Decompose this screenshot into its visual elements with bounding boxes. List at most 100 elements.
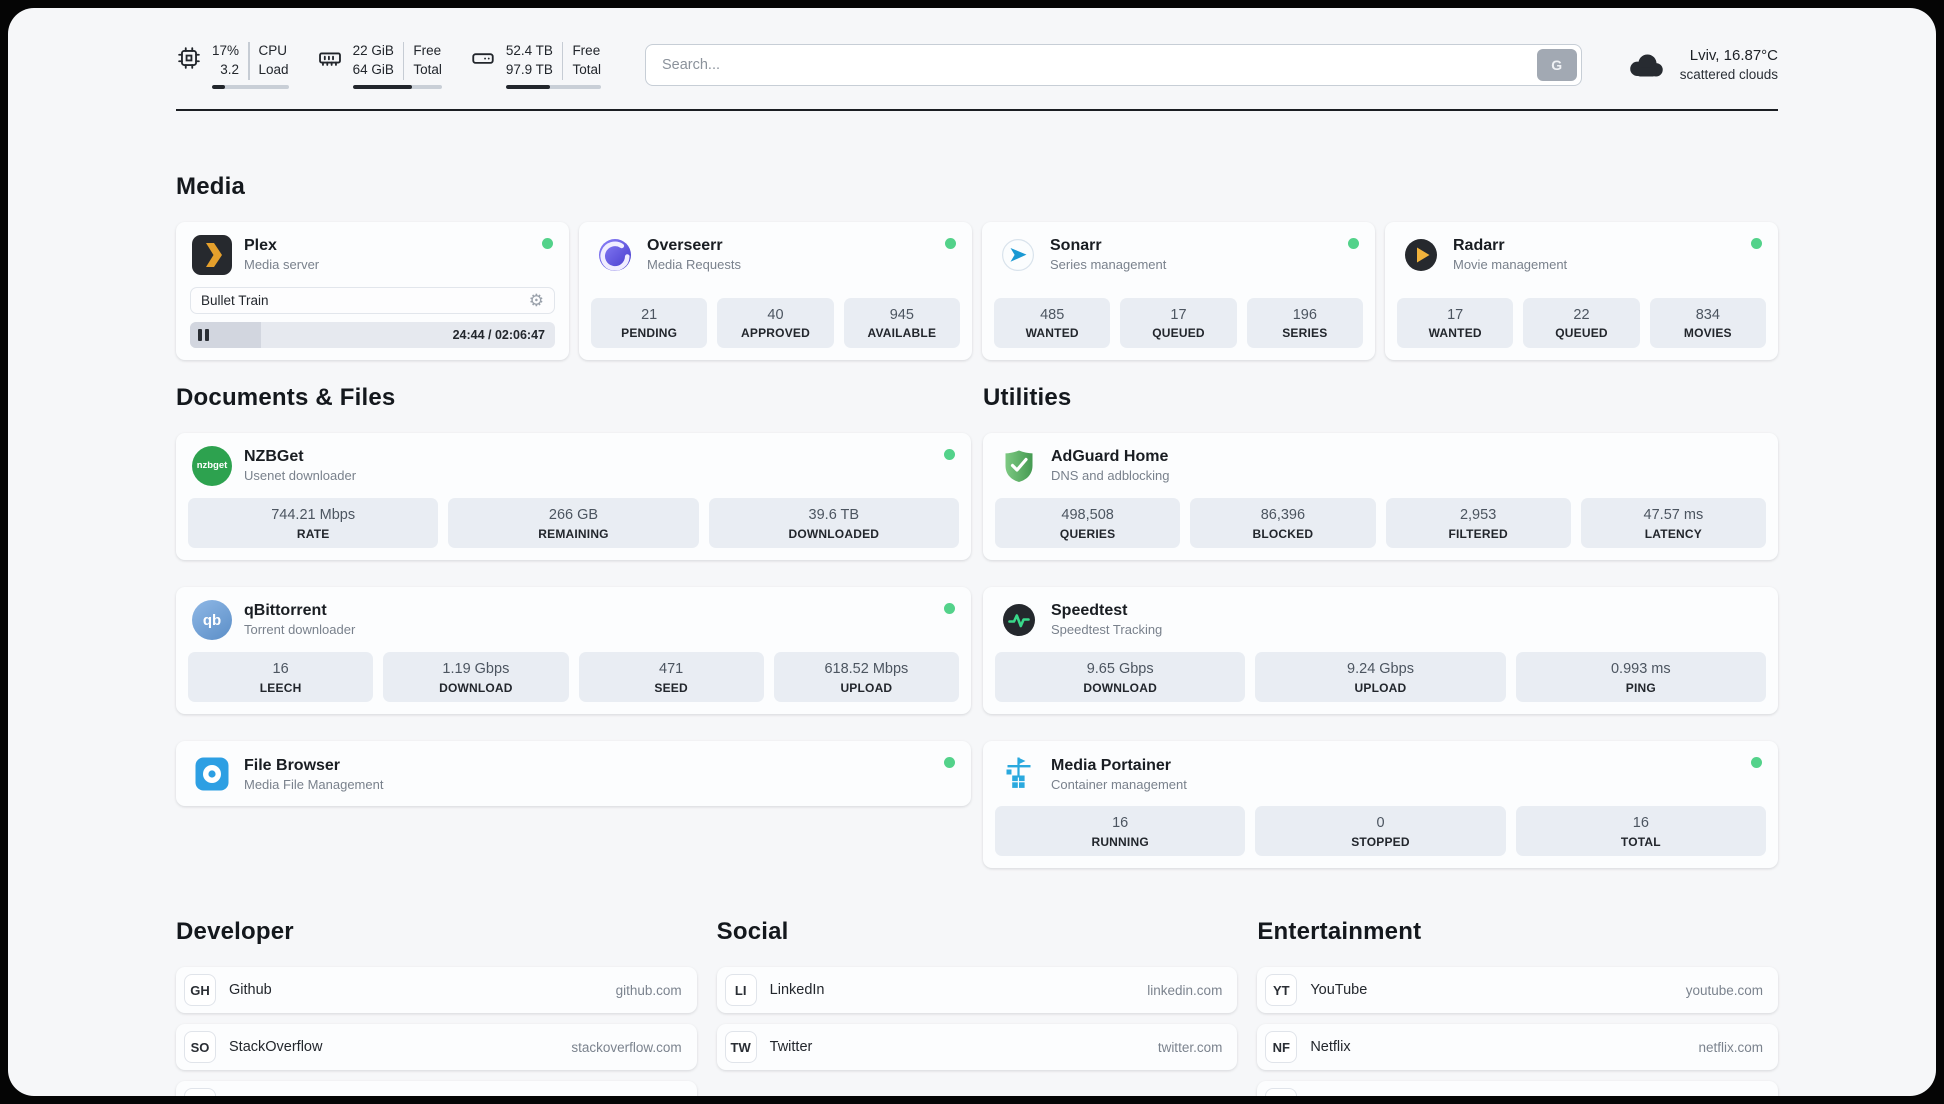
now-playing-row[interactable]: Bullet Train ⚙ bbox=[190, 286, 555, 314]
cpu-load-label: Load bbox=[258, 61, 289, 77]
stat-box: 834 MOVIES bbox=[1649, 297, 1766, 348]
cpu-label: CPU bbox=[258, 43, 288, 58]
bookmark-badge: SO bbox=[184, 1031, 216, 1064]
app-name: Sonarr bbox=[1050, 237, 1102, 255]
app-name: Speedtest bbox=[1051, 602, 1128, 620]
app-subtitle: Usenet downloader bbox=[244, 468, 357, 484]
app-card-filebrowser[interactable]: File Browser Media File Management bbox=[176, 741, 971, 807]
bookmark-name: YouTube bbox=[1310, 982, 1368, 999]
pause-button[interactable] bbox=[198, 328, 209, 341]
app-card-sonarr[interactable]: Sonarr Series management 485 WANTED 17 Q… bbox=[982, 221, 1375, 360]
app-card-speedtest[interactable]: Speedtest Speedtest Tracking 9.65 Gbps D… bbox=[983, 587, 1778, 715]
app-name: AdGuard Home bbox=[1051, 448, 1169, 466]
playback-progress-fill bbox=[190, 321, 262, 348]
stat-box: 22 QUEUED bbox=[1523, 297, 1640, 348]
stat-box: 17 WANTED bbox=[1397, 297, 1514, 348]
stat-box: 47.57 ms LATENCY bbox=[1580, 497, 1766, 549]
app-card-overseerr[interactable]: Overseerr Media Requests 21 PENDING 40 A… bbox=[579, 221, 972, 360]
bookmark-youtube[interactable]: YT YouTube youtube.com bbox=[1257, 967, 1778, 1014]
stat-box: 21 PENDING bbox=[591, 297, 708, 348]
app-card-nzbget[interactable]: nzbget NZBGet Usenet downloader 744.21 M… bbox=[176, 432, 971, 561]
header-divider bbox=[176, 108, 1778, 111]
bookmark-netflix[interactable]: NF Netflix netflix.com bbox=[1257, 1024, 1778, 1071]
stat-box: 16 RUNNING bbox=[995, 806, 1246, 857]
bookmark-badge: GH bbox=[184, 974, 216, 1007]
playback-progress-bar[interactable]: 24:44 / 02:06:47 bbox=[190, 321, 555, 348]
weather-widget: Lviv, 16.87°C scattered clouds bbox=[1624, 46, 1778, 84]
bookmark-stackoverflow[interactable]: SO StackOverflow stackoverflow.com bbox=[176, 1024, 697, 1071]
app-card-plex[interactable]: Plex Media server Bullet Train ⚙ bbox=[176, 221, 569, 360]
disk-usage-bar-fill bbox=[505, 84, 550, 89]
section-media: Media Plex Media server bbox=[176, 173, 1778, 360]
section-title-documents: Documents & Files bbox=[176, 383, 396, 411]
app-card-radarr[interactable]: Radarr Movie management 17 WANTED 22 QUE… bbox=[1385, 221, 1778, 360]
app-subtitle: Speedtest Tracking bbox=[1051, 622, 1163, 638]
bookmark-name: StackOverflow bbox=[229, 1039, 323, 1056]
app-subtitle: Media File Management bbox=[244, 776, 384, 792]
status-dot bbox=[944, 603, 955, 615]
app-subtitle: Torrent downloader bbox=[244, 622, 356, 638]
status-dot bbox=[542, 237, 553, 249]
section-title-developer: Developer bbox=[176, 918, 294, 946]
stat-box: 16 LEECH bbox=[188, 652, 374, 703]
plex-icon bbox=[192, 234, 232, 275]
cpu-usage-bar bbox=[212, 84, 289, 89]
search-bar: G bbox=[644, 44, 1582, 87]
bookmark-sections: Developer GH Github github.com SO StackO… bbox=[176, 918, 1778, 1096]
bookmark-reddit[interactable]: RE Reddit reddit.com bbox=[1257, 1081, 1778, 1096]
bookmark-twitter[interactable]: TW Twitter twitter.com bbox=[716, 1024, 1238, 1071]
app-card-portainer[interactable]: Media Portainer Container management 16 … bbox=[983, 741, 1778, 869]
disk-free-label: Free bbox=[572, 43, 601, 58]
now-playing-title: Bullet Train bbox=[201, 292, 269, 308]
adguard-icon bbox=[999, 446, 1039, 486]
disk-free-value: 52.4 TB bbox=[505, 43, 553, 58]
section-documents: Documents & Files nzbget NZBGet Usenet d… bbox=[176, 383, 971, 807]
stat-box: 9.65 Gbps DOWNLOAD bbox=[995, 652, 1246, 703]
ram-icon bbox=[317, 42, 343, 71]
stat-box: 744.21 Mbps RATE bbox=[188, 497, 439, 549]
ram-free-value: 22 GiB bbox=[352, 43, 394, 58]
stat-box: 9.24 Gbps UPLOAD bbox=[1255, 652, 1506, 703]
ram-usage-bar bbox=[352, 84, 442, 89]
stat-box: 16 TOTAL bbox=[1515, 806, 1766, 857]
filebrowser-icon bbox=[192, 754, 232, 794]
status-dot bbox=[1348, 237, 1359, 249]
bookmark-github[interactable]: GH Github github.com bbox=[176, 967, 697, 1014]
vertical-divider bbox=[402, 42, 405, 80]
section-title-social: Social bbox=[716, 918, 789, 946]
bookmark-badge: YT bbox=[1265, 974, 1298, 1007]
stat-box: 0.993 ms PING bbox=[1515, 652, 1766, 703]
app-subtitle: Media Requests bbox=[647, 257, 741, 273]
section-social: Social LI LinkedIn linkedin.com TW Twitt… bbox=[716, 918, 1238, 1071]
bookmark-badge: TW bbox=[724, 1031, 757, 1064]
ram-free-label: Free bbox=[413, 43, 442, 58]
disk-usage-bar bbox=[505, 84, 601, 89]
bookmark-badge: NF bbox=[1265, 1031, 1298, 1064]
overseerr-icon bbox=[595, 235, 635, 275]
app-name: Radarr bbox=[1453, 237, 1505, 255]
bookmark-linkedin[interactable]: LI LinkedIn linkedin.com bbox=[716, 967, 1238, 1014]
disk-total-value: 97.9 TB bbox=[505, 61, 553, 77]
status-dot bbox=[1751, 237, 1762, 249]
bookmark-dev[interactable]: DT DEV dev.to bbox=[176, 1081, 697, 1096]
bookmark-url: netflix.com bbox=[1698, 1039, 1763, 1055]
stat-box: 266 GB REMAINING bbox=[448, 497, 699, 549]
ram-monitor: 22 GiB 64 GiB Free Total bbox=[317, 42, 442, 89]
media-grid: Plex Media server Bullet Train ⚙ bbox=[176, 221, 1778, 360]
vertical-divider bbox=[248, 42, 250, 80]
app-subtitle: Series management bbox=[1050, 257, 1167, 273]
stat-box: 17 QUEUED bbox=[1120, 297, 1237, 348]
section-title-media: Media bbox=[176, 172, 246, 200]
app-subtitle: DNS and adblocking bbox=[1051, 468, 1170, 484]
app-card-adguard[interactable]: AdGuard Home DNS and adblocking 498,508 … bbox=[983, 432, 1778, 561]
search-input[interactable] bbox=[644, 44, 1582, 87]
settings-gear-icon[interactable]: ⚙ bbox=[528, 290, 544, 310]
cpu-load-value: 3.2 bbox=[220, 61, 240, 77]
stat-box: 498,508 QUERIES bbox=[995, 497, 1181, 549]
section-developer: Developer GH Github github.com SO StackO… bbox=[176, 918, 697, 1096]
search-engine-button[interactable]: G bbox=[1536, 49, 1577, 82]
bookmark-badge: LI bbox=[724, 974, 757, 1007]
section-utilities: Utilities AdGuard Home DNS and adblockin… bbox=[983, 384, 1778, 869]
app-card-qbittorrent[interactable]: qb qBittorrent Torrent downloader 16 bbox=[176, 587, 971, 715]
app-name: Media Portainer bbox=[1051, 756, 1172, 774]
